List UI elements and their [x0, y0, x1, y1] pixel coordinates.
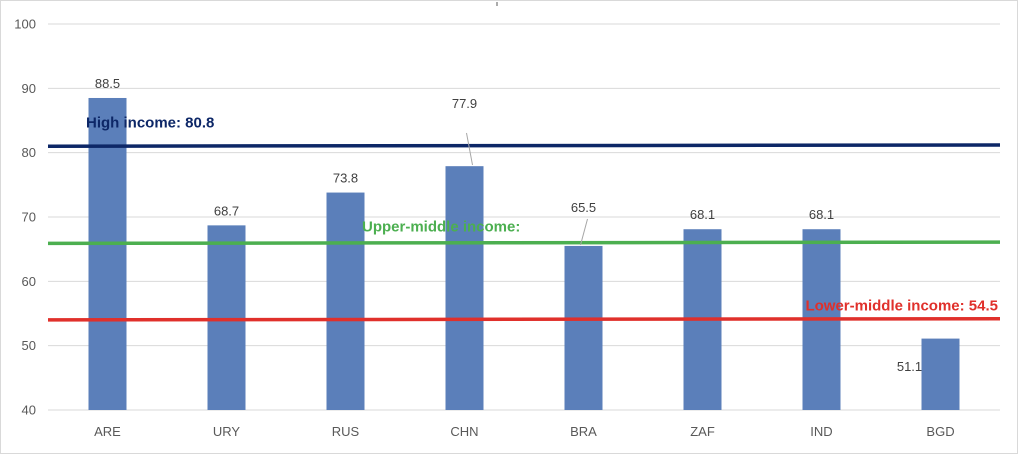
x-tick-label: BGD	[926, 424, 954, 439]
data-label: 68.1	[690, 207, 715, 222]
y-tick-label: 50	[22, 338, 36, 353]
data-label: 68.1	[809, 207, 834, 222]
data-label-leader-line	[580, 218, 588, 246]
reference-line	[47, 316, 1001, 322]
data-label: 68.7	[214, 203, 239, 218]
y-tick-label: 70	[22, 210, 36, 225]
data-label: 65.5	[571, 200, 596, 215]
x-tick-label: BRA	[570, 424, 597, 439]
x-tick-label: RUS	[332, 424, 360, 439]
y-tick-label: 100	[14, 17, 36, 32]
x-tick-label: ZAF	[690, 424, 715, 439]
y-tick-label: 80	[22, 145, 36, 160]
y-tick-label: 40	[22, 403, 36, 418]
bar	[88, 97, 127, 410]
x-tick-label: IND	[810, 424, 832, 439]
y-tick-label: 60	[22, 274, 36, 289]
data-label: 88.5	[95, 76, 120, 91]
data-label: 51.1	[897, 359, 922, 374]
reference-line	[47, 143, 1001, 148]
data-label: 73.8	[333, 171, 358, 186]
bar	[564, 245, 603, 410]
gridlines	[48, 23, 1000, 411]
x-axis-tick-labels: ARE URY RUS CHN BRA ZAF IND BGD	[94, 424, 954, 439]
bars	[88, 97, 960, 410]
bar	[207, 225, 246, 410]
bar	[921, 338, 960, 410]
reference-line-label: Upper-middle income:	[362, 219, 520, 236]
bar	[326, 192, 365, 410]
x-tick-label: CHN	[450, 424, 478, 439]
reference-line	[47, 240, 1001, 246]
x-tick-label: ARE	[94, 424, 121, 439]
data-label-leader-line	[466, 132, 473, 166]
data-labels: 88.5 68.7 73.8 77.9 65.5 68.1 68.1 51.1	[95, 76, 922, 374]
reference-line-label: High income: 80.8	[86, 115, 214, 132]
reference-lines	[47, 143, 1001, 322]
data-label: 77.9	[452, 96, 477, 111]
y-axis-tick-labels: 40 50 60 70 80 90 100	[14, 17, 36, 418]
x-tick-label: URY	[213, 424, 241, 439]
bar	[445, 166, 484, 410]
y-tick-label: 90	[22, 81, 36, 96]
reference-line-labels: High income: 80.8 Upper-middle income: Low…	[86, 115, 998, 315]
reference-line-label: Lower-middle income: 54.5	[805, 297, 998, 314]
